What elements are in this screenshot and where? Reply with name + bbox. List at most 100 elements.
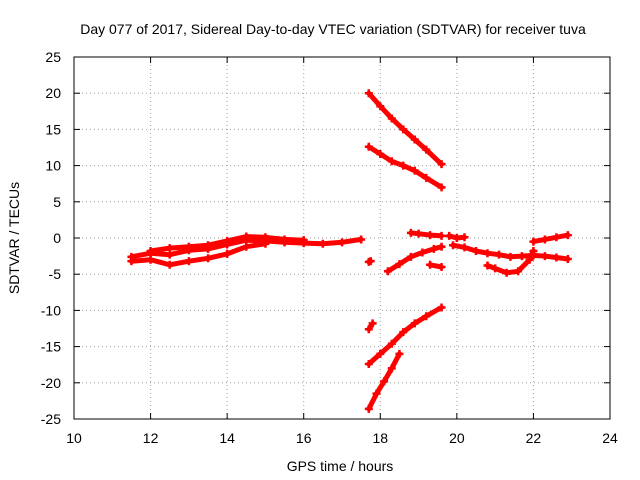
data-point xyxy=(364,142,373,151)
data-point xyxy=(517,252,526,261)
data-point xyxy=(422,173,431,182)
data-point xyxy=(552,253,561,262)
x-tick-label: 10 xyxy=(66,430,82,446)
data-point xyxy=(364,89,373,98)
data-point xyxy=(540,252,549,261)
x-tick-label: 16 xyxy=(296,430,312,446)
data-point xyxy=(380,377,389,386)
data-point xyxy=(387,364,396,373)
data-point xyxy=(506,252,515,261)
data-series xyxy=(383,242,446,276)
data-point xyxy=(165,260,174,269)
data-point xyxy=(529,237,538,246)
data-point xyxy=(372,389,381,398)
data-point xyxy=(395,349,404,358)
data-point xyxy=(376,150,385,159)
data-point xyxy=(395,260,404,269)
y-tick-label: 20 xyxy=(45,85,61,101)
y-tick-label: 25 xyxy=(45,49,61,65)
data-point xyxy=(422,312,431,321)
x-axis-label: GPS time / hours xyxy=(287,458,394,474)
data-point xyxy=(483,261,492,270)
data-point xyxy=(364,359,373,368)
x-tick-label: 22 xyxy=(526,430,542,446)
data-point xyxy=(261,233,270,242)
plot-frame xyxy=(73,56,611,420)
data-point xyxy=(146,247,155,256)
data-point xyxy=(242,232,251,241)
data-point xyxy=(387,157,396,166)
data-series xyxy=(449,241,572,263)
data-point xyxy=(399,328,408,337)
data-point xyxy=(437,242,446,251)
data-point xyxy=(410,319,419,328)
data-point xyxy=(426,260,435,269)
data-point xyxy=(540,235,549,244)
data-point xyxy=(204,254,212,263)
data-series xyxy=(445,231,469,242)
x-tick-label: 24 xyxy=(602,430,618,446)
y-tick-label: 10 xyxy=(45,158,61,174)
data-point xyxy=(368,319,377,328)
data-points xyxy=(127,89,572,413)
y-tick-label: 15 xyxy=(45,121,61,137)
data-point xyxy=(406,252,415,261)
data-point xyxy=(437,303,446,312)
data-point xyxy=(364,404,373,413)
data-point xyxy=(460,243,469,252)
y-tick-label: -10 xyxy=(41,302,61,318)
data-point xyxy=(449,241,458,250)
y-tick-label: 0 xyxy=(53,230,61,246)
x-tick-label: 12 xyxy=(143,430,159,446)
data-point xyxy=(387,114,396,123)
data-series xyxy=(364,89,446,169)
data-point xyxy=(299,236,308,245)
data-point xyxy=(494,250,503,259)
data-series xyxy=(127,239,270,269)
data-point xyxy=(280,235,289,244)
data-point xyxy=(426,231,435,240)
ticks: 10 12 14 16 18 20 22 24 25 20 15 10 5 0 -5 -10 -15 -20 -25 xyxy=(41,49,618,446)
data-point xyxy=(491,264,500,273)
data-point xyxy=(399,161,408,170)
data-series xyxy=(406,228,446,240)
data-point xyxy=(376,349,385,358)
data-point xyxy=(437,183,446,192)
data-point xyxy=(437,160,446,169)
y-tick-label: -25 xyxy=(41,411,61,427)
data-series xyxy=(483,247,538,277)
data-series xyxy=(364,319,377,334)
data-point xyxy=(460,233,469,242)
data-point xyxy=(204,241,212,250)
chart-title: Day 077 of 2017, Sidereal Day-to-day VTE… xyxy=(80,21,586,37)
data-point xyxy=(338,238,346,247)
data-point xyxy=(146,255,155,264)
data-series xyxy=(426,260,446,271)
data-point xyxy=(502,268,511,277)
data-series xyxy=(529,231,572,246)
data-point xyxy=(318,239,327,248)
y-tick-label: -5 xyxy=(49,266,62,282)
data-point xyxy=(563,231,572,240)
data-point xyxy=(525,255,534,264)
data-series xyxy=(146,232,308,256)
data-point xyxy=(437,262,446,271)
data-series xyxy=(364,142,446,192)
data-point xyxy=(452,234,461,242)
data-point xyxy=(376,102,385,111)
data-point xyxy=(223,249,232,258)
y-tick-label: -20 xyxy=(41,375,61,391)
data-point xyxy=(514,267,523,276)
data-point xyxy=(364,325,373,334)
data-point xyxy=(552,233,561,242)
grid xyxy=(74,57,610,419)
data-point xyxy=(429,244,438,253)
data-point xyxy=(399,125,408,134)
data-point xyxy=(223,236,232,245)
series-trace xyxy=(530,232,571,245)
data-point xyxy=(414,229,423,238)
y-tick-label: 5 xyxy=(53,194,61,210)
data-point xyxy=(422,145,431,154)
x-tick-label: 14 xyxy=(219,430,235,446)
